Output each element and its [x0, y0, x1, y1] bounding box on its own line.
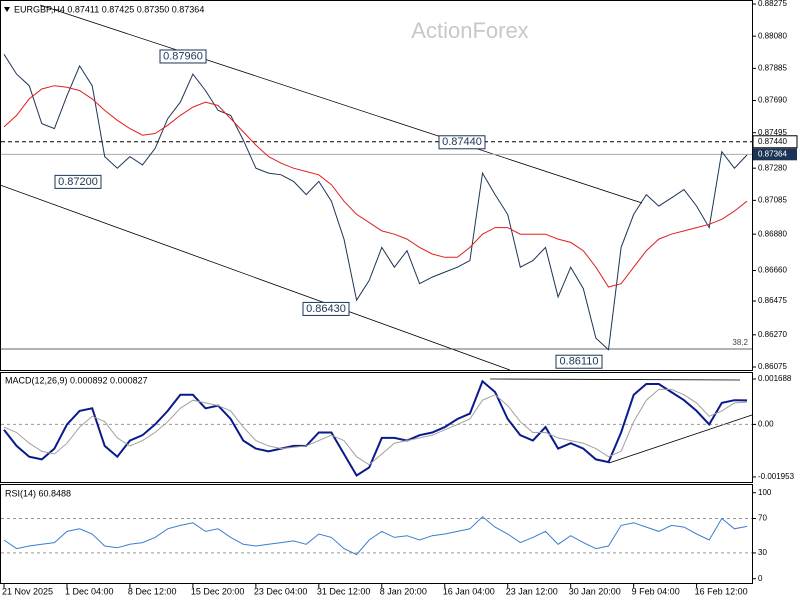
series-line	[3, 388, 748, 466]
trend-line	[608, 414, 753, 464]
y-tick-label: 0.88275	[758, 0, 787, 8]
x-tick-label: 16 Jan 04:00	[443, 586, 495, 596]
annotation-box	[159, 49, 207, 64]
x-tick-label: 21 Nov 2025	[2, 586, 53, 596]
rsi-panel	[0, 484, 753, 584]
x-tick-label: 30 Jan 20:00	[569, 586, 621, 596]
y-tick-label: 0.87085	[758, 195, 787, 204]
x-tick-label: 23 Dec 04:00	[254, 586, 308, 596]
y-tick-label: 0.86075	[758, 362, 787, 371]
macd-panel	[0, 372, 753, 483]
annotation-box	[555, 354, 603, 369]
x-tick-label: 8 Dec 12:00	[128, 586, 177, 596]
annotation-label: 0.87440	[442, 136, 482, 148]
x-tick-label: 1 Dec 04:00	[65, 586, 114, 596]
rsi-title: RSI(14) 60.8488	[5, 488, 71, 498]
x-tick-label: 9 Feb 04:00	[632, 586, 680, 596]
x-tick-label: 15 Dec 20:00	[191, 586, 245, 596]
y-tick-label: 0.001688	[758, 374, 792, 383]
series-line	[3, 516, 748, 556]
annotation-label: 0.86110	[560, 356, 599, 368]
annotation-label: 0.86430	[306, 303, 346, 315]
trend-line	[489, 378, 741, 381]
annotation-box	[302, 301, 350, 316]
price-box-label: 0.87364	[758, 149, 787, 158]
y-tick-label: 30	[758, 548, 767, 557]
series-line	[3, 379, 748, 477]
price-box	[753, 148, 797, 161]
series-line	[3, 54, 748, 351]
y-tick-label: -0.001953	[758, 472, 795, 481]
annotation-box	[438, 135, 486, 150]
y-tick-label: 0.86880	[758, 229, 787, 238]
macd-title: MACD(12,26,9) 0.000892 0.000827	[5, 375, 148, 385]
menu-arrow	[4, 7, 10, 12]
chart-title: EURGBP,H4 0.87411 0.87425 0.87350 0.8736…	[14, 4, 204, 14]
y-tick-label: 70	[758, 514, 767, 523]
y-tick-label: 0.86660	[758, 266, 787, 275]
y-tick-label: 0.87495	[758, 128, 787, 137]
x-tick-label: 16 Feb 12:00	[695, 586, 748, 596]
y-tick-label: 0.86270	[758, 330, 787, 339]
x-tick-label: 31 Dec 12:00	[317, 586, 371, 596]
annotation-label: 0.87960	[163, 50, 203, 62]
y-tick-label: 0.87280	[758, 163, 787, 172]
y-tick-label: 0.00	[758, 420, 774, 429]
channel-line	[0, 184, 511, 371]
y-tick-label: 0.86475	[758, 296, 787, 305]
watermark: ActionForex	[411, 18, 528, 43]
annotation-box	[54, 174, 102, 189]
channel-line	[39, 4, 643, 204]
price-box-label: 0.87440	[758, 137, 787, 146]
y-tick-label: 0	[758, 574, 763, 583]
fib-label: 38.2	[732, 338, 748, 347]
series-line	[3, 85, 748, 288]
y-tick-label: 100	[758, 488, 772, 497]
y-tick-label: 0.88080	[758, 31, 787, 40]
annotation-label: 0.87200	[58, 176, 98, 188]
x-tick-label: 8 Jan 20:00	[380, 586, 427, 596]
price-box	[752, 135, 798, 149]
y-tick-label: 0.87885	[758, 63, 787, 72]
y-tick-label: 0.87690	[758, 96, 787, 105]
x-tick-label: 23 Jan 12:00	[506, 586, 558, 596]
